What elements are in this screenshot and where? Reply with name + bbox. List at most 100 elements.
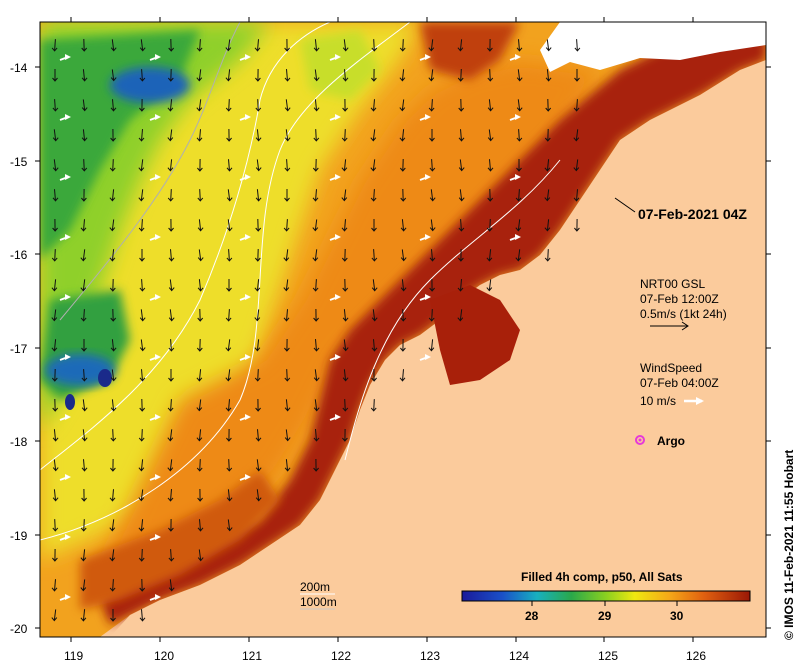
current-vector-head [312, 287, 319, 292]
current-vector [314, 249, 318, 261]
current-vector [141, 279, 143, 291]
current-vector-head [284, 47, 290, 52]
x-tick-label: 122 [331, 649, 351, 663]
current-vector [82, 399, 86, 411]
current-vector [198, 279, 202, 291]
current-vector [54, 579, 56, 591]
current-vector [169, 129, 173, 141]
current-vector [54, 249, 56, 261]
current-vector-head [52, 527, 59, 532]
current-vector-head [255, 227, 262, 232]
current-vector-head [168, 317, 175, 322]
current-vector-head [138, 167, 145, 172]
current-vector-head [371, 77, 377, 82]
current-vector-head [81, 497, 87, 502]
current-vector [198, 399, 202, 411]
current-vector [285, 399, 289, 411]
current-vector-head [341, 227, 348, 232]
current-vector [517, 99, 521, 111]
current-vector-head [225, 407, 232, 412]
current-vector [257, 39, 259, 51]
current-vector [460, 219, 462, 231]
current-vector-head [168, 557, 175, 562]
current-vector-head [341, 137, 348, 142]
current-vector [373, 249, 375, 261]
current-vector [83, 459, 85, 471]
current-vector-head [283, 227, 290, 232]
current-vector-head [80, 257, 87, 262]
current-vector-head [138, 137, 145, 142]
wind-vector-head [155, 54, 161, 60]
current-vector-head [574, 77, 580, 82]
wind-vector-head [155, 234, 161, 240]
current-vector [82, 549, 86, 561]
current-vector-head [342, 107, 348, 112]
current-vector-head [109, 227, 116, 232]
current-vector [53, 489, 57, 501]
current-vector-head [312, 197, 319, 202]
current-vector-head [486, 227, 493, 232]
current-vector [489, 69, 491, 81]
current-vector-head [544, 137, 551, 142]
current-vector [401, 99, 405, 111]
current-vector-head [342, 377, 349, 382]
current-vector [53, 609, 57, 621]
current-vector-head [574, 227, 580, 232]
current-vector-head [458, 197, 465, 202]
current-vector-head [197, 527, 204, 532]
current-vector [488, 279, 492, 291]
wind-vector-head [245, 474, 251, 480]
current-vector [141, 548, 143, 562]
wind-vector-head [65, 594, 71, 600]
current-vector [199, 39, 201, 51]
current-vector [575, 129, 579, 141]
current-vector-head [109, 557, 116, 562]
current-vector [343, 369, 347, 381]
current-vector-head [81, 437, 88, 442]
current-vector [82, 429, 86, 441]
argo-label: Argo [657, 434, 685, 448]
current-vector [256, 159, 260, 171]
wind-vector-head [425, 294, 431, 300]
current-vector [198, 219, 202, 231]
current-vector [285, 279, 289, 291]
current-vector [227, 69, 231, 81]
current-vector-head [371, 317, 378, 322]
current-vector [169, 99, 173, 111]
current-vector [402, 39, 404, 51]
current-vector-head [399, 47, 406, 52]
current-vector-head [284, 167, 291, 172]
current-vector [227, 339, 231, 351]
current-vector [227, 489, 231, 501]
current-vector [54, 39, 56, 51]
current-vector-head [371, 377, 377, 382]
current-vector [373, 399, 375, 411]
wind-vector-head [425, 234, 431, 240]
current-vector [401, 219, 405, 231]
current-vector [430, 69, 434, 81]
wind-vector-head [335, 294, 341, 300]
current-vector [141, 219, 143, 231]
current-vector [54, 519, 56, 531]
wind-vector-head [245, 414, 251, 420]
contour-label-1000m: 1000m [300, 595, 337, 609]
wind-vector-head [65, 414, 71, 420]
current-vector-head [80, 617, 87, 622]
current-vector [314, 399, 318, 411]
wind-vector-head [155, 174, 161, 180]
current-vector [460, 279, 462, 291]
current-vector-head [138, 197, 145, 202]
current-vector [199, 519, 201, 531]
current-vector [227, 39, 231, 51]
current-vector-head [110, 317, 117, 322]
current-vector-head [139, 317, 146, 322]
current-vector-head [254, 347, 261, 352]
current-vector [53, 459, 57, 471]
current-vector-head [429, 137, 435, 142]
current-vector-head [197, 197, 204, 202]
x-tick-label: 124 [509, 649, 529, 663]
current-vector-head [109, 497, 116, 502]
wind-vector-head [65, 54, 71, 60]
current-vector-head [400, 257, 407, 262]
